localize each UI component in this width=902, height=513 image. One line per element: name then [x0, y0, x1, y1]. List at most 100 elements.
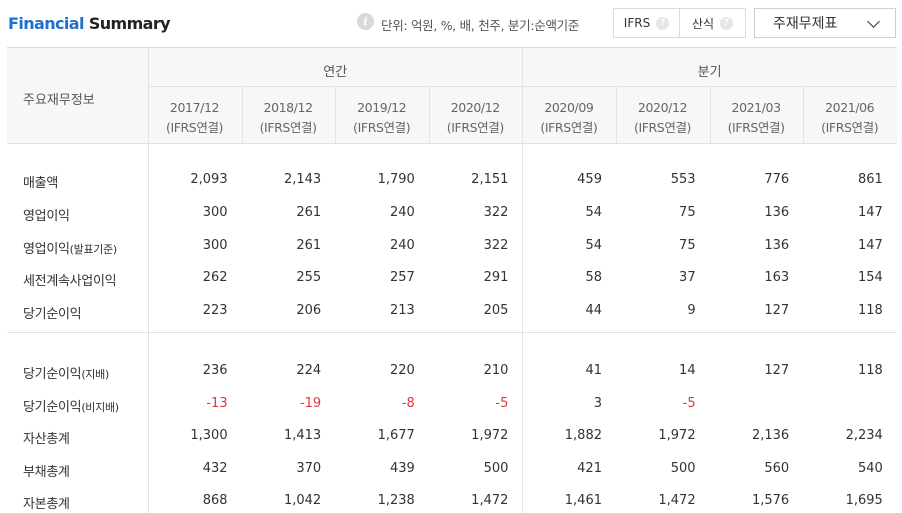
table-cell: 1,972 — [658, 428, 696, 443]
row-label: 자산총계 — [23, 428, 70, 447]
table-cell: 300 — [202, 238, 228, 253]
table-cell: 223 — [202, 303, 228, 318]
table-cell: 54 — [585, 205, 602, 220]
ifrs-button[interactable]: IFRS ? — [614, 9, 679, 37]
column-basis: (IFRS연결) — [727, 120, 785, 135]
table-cell: 224 — [296, 363, 322, 378]
row-label-sub: (발표기준) — [69, 243, 118, 256]
table-cell: 500 — [670, 461, 696, 476]
financial-summary-table: 주요재무정보 연간 분기 2017/12 (IFRS연결) 2018/12 (IFRS연결… — [7, 47, 897, 513]
help-icon[interactable]: ? — [720, 16, 734, 30]
column-divider — [803, 86, 805, 144]
dropdown-selected: 주재무제표 — [773, 16, 838, 32]
table-cell: 1,042 — [283, 493, 322, 508]
row-label-main: 영업이익 — [23, 242, 70, 257]
column-period: 2021/06 — [825, 100, 875, 115]
column-basis: (IFRS연결) — [540, 120, 598, 135]
column-header: 2021/06 (IFRS연결) — [803, 98, 896, 138]
column-period: 2017/12 — [169, 100, 220, 115]
table-cell: -13 — [206, 396, 228, 411]
column-header: 2020/12 (IFRS연결) — [616, 98, 709, 138]
column-period: 2020/12 — [450, 100, 501, 115]
column-divider — [428, 86, 430, 144]
table-cell: 75 — [679, 205, 696, 220]
summary-header: Financial Summary i 단위: 억원, %, 배, 천주, 분기… — [0, 0, 902, 48]
column-header: 2020/12 (IFRS연결) — [429, 98, 522, 138]
row-label-main: 당기순이익 — [23, 367, 82, 382]
table-cell: 300 — [202, 205, 228, 220]
column-header: 2018/12 (IFRS연결) — [242, 98, 335, 138]
statement-type-dropdown[interactable]: 주재무제표 — [754, 8, 896, 38]
row-label: 당기순이익(지배) — [23, 363, 109, 382]
row-label: 매출액 — [23, 172, 58, 191]
table-cell: 1,576 — [751, 493, 790, 508]
table-cell: 2,143 — [283, 172, 322, 187]
table-cell: 54 — [585, 238, 602, 253]
title-financial: Financial — [8, 14, 84, 33]
table-cell: 868 — [202, 493, 228, 508]
group-divider — [522, 48, 524, 513]
row-label-main: 당기순이익 — [23, 400, 82, 415]
table-cell: 37 — [679, 270, 696, 285]
table-cell: 205 — [483, 303, 509, 318]
table-cell: 118 — [857, 363, 883, 378]
table-cell: 2,234 — [845, 428, 883, 443]
table-cell: 2,136 — [751, 428, 790, 443]
table-cell: 206 — [296, 303, 322, 318]
row-label: 자본총계 — [23, 493, 70, 512]
group-header-divider — [148, 86, 897, 87]
row-label: 영업이익 — [23, 205, 70, 224]
ifrs-label: IFRS — [623, 16, 651, 30]
column-header: 2017/12 (IFRS연결) — [148, 98, 241, 138]
table-cell: 240 — [389, 238, 415, 253]
column-divider — [241, 86, 243, 144]
row-label: 당기순이익(비지배) — [23, 396, 119, 415]
group-annual: 연간 — [323, 65, 348, 80]
row-label: 당기순이익 — [23, 303, 82, 322]
table-cell: 257 — [389, 270, 415, 285]
help-icon[interactable]: ? — [656, 16, 670, 30]
accounting-toggle: IFRS ? 산식 ? — [613, 8, 746, 38]
column-basis: (IFRS연결) — [165, 120, 224, 135]
column-period: 2019/12 — [357, 100, 407, 115]
table-cell: 2,151 — [471, 172, 509, 187]
table-cell: -8 — [401, 396, 415, 411]
table-cell: 163 — [764, 270, 790, 285]
row-label-main: 당기순이익 — [23, 307, 82, 322]
table-cell: 261 — [296, 205, 322, 220]
table-cell: 560 — [764, 461, 790, 476]
row-label-main: 세전계속사업이익 — [23, 274, 117, 289]
table-cell: 322 — [483, 238, 509, 253]
table-cell: 58 — [585, 270, 602, 285]
table-cell: 220 — [389, 363, 415, 378]
table-cell: 236 — [202, 363, 228, 378]
info-icon[interactable]: i — [357, 13, 374, 30]
table-cell: 1,972 — [471, 428, 509, 443]
unit-description: 단위: 억원, %, 배, 천주, 분기:순액기준 — [381, 18, 580, 33]
column-header: 2020/09 (IFRS연결) — [522, 98, 615, 138]
column-basis: (IFRS연결) — [821, 120, 879, 135]
table-cell: 861 — [857, 172, 883, 187]
table-cell: 1,677 — [377, 428, 415, 443]
table-cell: 127 — [764, 303, 790, 318]
column-divider — [148, 48, 149, 513]
table-cell: -19 — [299, 396, 322, 411]
table-cell: 540 — [857, 461, 883, 476]
section-title: Financial Summary — [8, 14, 171, 33]
table-cell: 136 — [764, 238, 790, 253]
chevron-down-icon — [867, 15, 880, 28]
table-cell: 261 — [296, 238, 322, 253]
table-cell: 210 — [483, 363, 509, 378]
formula-button[interactable]: 산식 ? — [679, 9, 745, 37]
column-header: 2019/12 (IFRS연결) — [335, 98, 428, 138]
table-cell: 2,093 — [190, 172, 228, 187]
table-cell: 9 — [687, 303, 696, 318]
column-divider — [335, 86, 337, 144]
table-cell: 213 — [389, 303, 415, 318]
table-cell: 154 — [857, 270, 883, 285]
row-label-main: 영업이익 — [23, 209, 70, 224]
table-cell: 439 — [389, 461, 415, 476]
table-cell: 136 — [764, 205, 790, 220]
corner-label: 주요재무정보 — [23, 93, 95, 108]
table-cell: 147 — [857, 238, 883, 253]
